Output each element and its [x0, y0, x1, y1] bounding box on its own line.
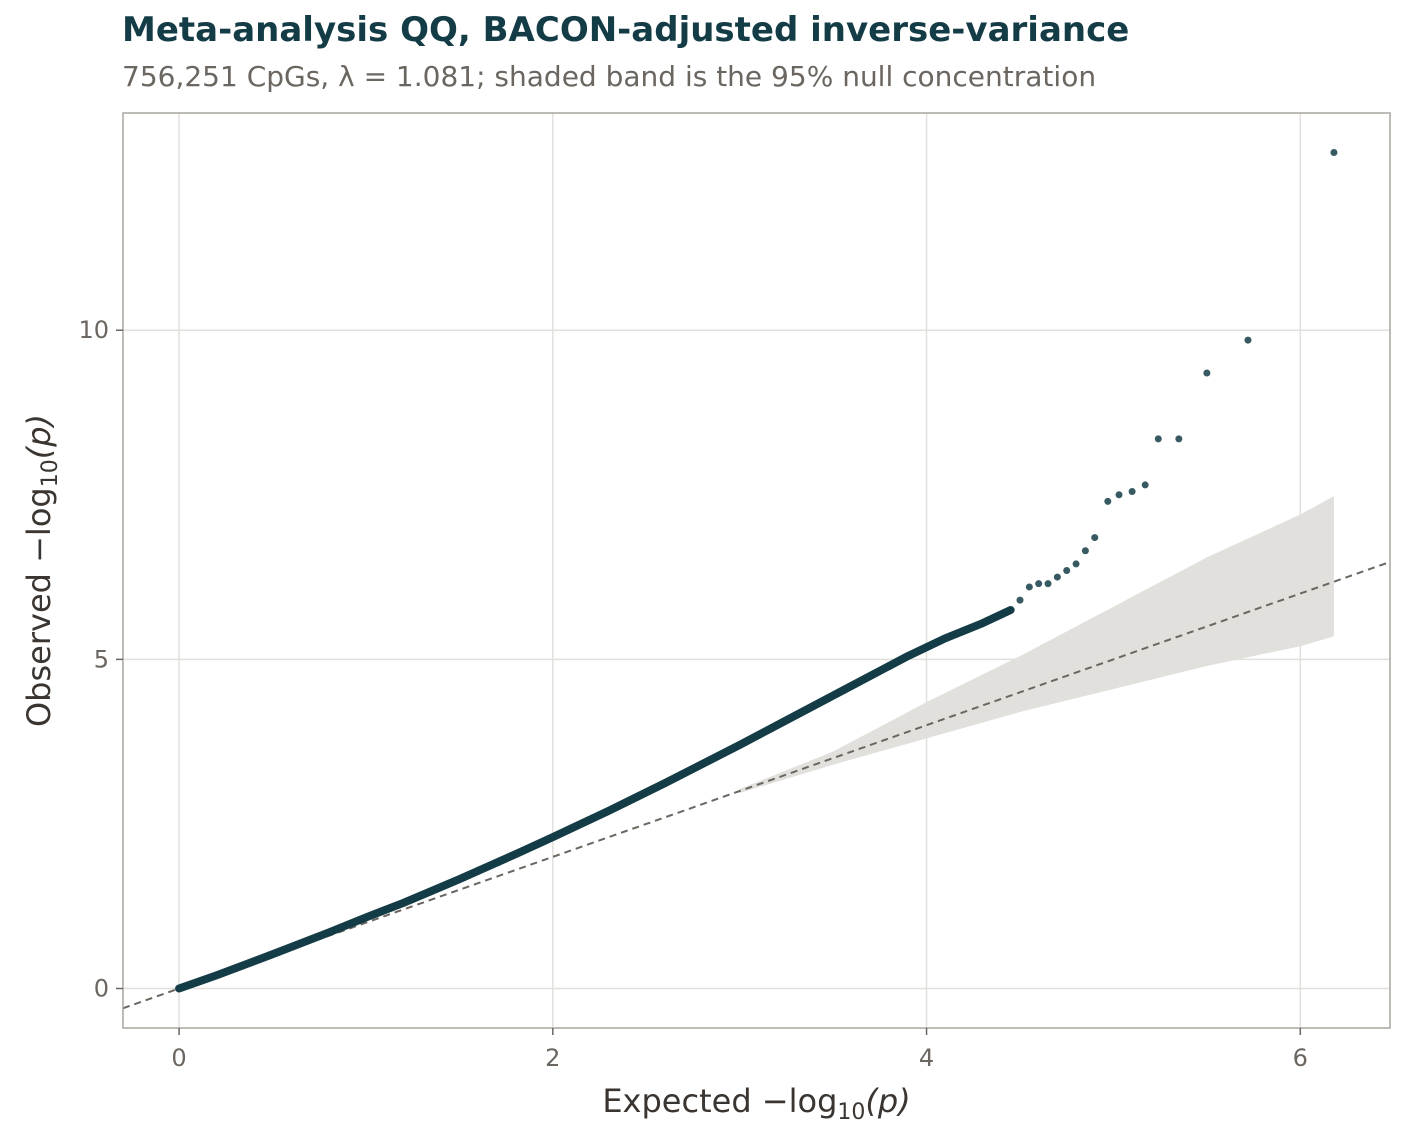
x-axis-title-prefix: Expected −log: [602, 1082, 837, 1120]
y-tick-label: 5: [94, 645, 109, 673]
data-point: [1091, 534, 1099, 542]
data-point: [1244, 336, 1252, 344]
plot-area: [123, 148, 1390, 1010]
data-point: [1072, 560, 1080, 568]
y-tick-label: 10: [78, 316, 109, 344]
data-point: [1063, 567, 1071, 574]
x-tick-label: 2: [545, 1044, 560, 1072]
x-axis-title-suffix: (p): [865, 1082, 910, 1120]
panel-border: [122, 112, 1391, 1029]
data-point: [1025, 583, 1033, 591]
data-point: [1175, 435, 1183, 443]
y-tick-label: 0: [94, 975, 109, 1003]
data-point: [1081, 547, 1089, 555]
confidence-band: [739, 496, 1334, 793]
data-point: [1016, 596, 1024, 604]
y-axis-title-subscript: 10: [38, 459, 63, 487]
y-axis-title: Observed −log10(p): [20, 414, 63, 727]
x-tick-label: 4: [919, 1044, 934, 1072]
x-tick-label: 6: [1293, 1044, 1308, 1072]
chart-title: Meta-analysis QQ, BACON-adjusted inverse…: [122, 10, 1130, 50]
data-point: [1128, 488, 1136, 496]
chart-subtitle: 756,251 CpGs, λ = 1.081; shaded band is …: [122, 60, 1097, 93]
y-axis-title-prefix: Observed −log: [20, 487, 58, 727]
data-point: [1115, 491, 1123, 499]
data-point: [1053, 573, 1061, 581]
x-axis-title: Expected −log10(p): [602, 1082, 910, 1125]
reference-line: [123, 560, 1390, 1010]
x-axis-title-subscript: 10: [837, 1100, 865, 1125]
data-point: [1141, 481, 1149, 489]
data-point: [1154, 435, 1162, 443]
data-point: [1104, 497, 1112, 505]
data-point: [1044, 580, 1052, 588]
dense-points: [175, 605, 1015, 993]
data-point: [1330, 148, 1338, 156]
y-axis-title-suffix: (p): [20, 414, 58, 459]
x-tick-label: 0: [171, 1044, 186, 1072]
data-point: [1203, 369, 1211, 377]
data-point: [1035, 580, 1043, 588]
axis-ticks: 0 2 4 6 0 5 10: [78, 316, 1307, 1072]
